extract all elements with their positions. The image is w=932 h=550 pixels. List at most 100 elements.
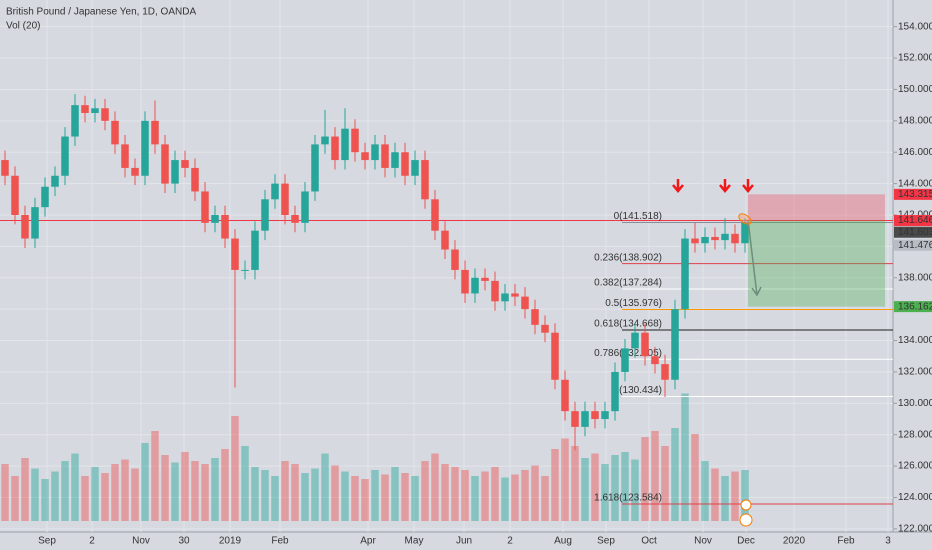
volume-bar xyxy=(731,471,739,521)
volume-bar xyxy=(461,470,469,521)
volume-bar xyxy=(451,467,459,521)
x-tick-label: Nov xyxy=(132,536,150,547)
candle-body xyxy=(321,136,329,145)
candle-body xyxy=(561,379,569,412)
volume-bar xyxy=(651,431,659,521)
fib-label: 1.618(123.584) xyxy=(594,493,662,504)
candle-body xyxy=(511,293,519,297)
volume-bar xyxy=(441,464,449,521)
volume-bar xyxy=(491,467,499,521)
x-tick-label: 3 xyxy=(885,536,891,547)
volume-bar xyxy=(721,476,729,521)
volume-bar xyxy=(541,476,549,521)
x-tick-label: Feb xyxy=(837,536,855,547)
candle-body xyxy=(331,136,339,161)
candle-body xyxy=(641,332,649,357)
price-label: 141.476 xyxy=(898,240,932,251)
volume-bar xyxy=(371,470,379,521)
signal-arrow xyxy=(742,179,754,193)
x-tick-label: 2 xyxy=(89,536,95,547)
volume-bar xyxy=(61,461,69,521)
stop-zone xyxy=(748,194,885,221)
volume-bar xyxy=(71,453,79,521)
volume-bar xyxy=(611,455,619,521)
fib-label: 0(141.518) xyxy=(614,211,662,222)
volume-bar xyxy=(671,428,679,521)
candle-body xyxy=(461,269,469,294)
candle-body xyxy=(631,332,639,349)
candle-body xyxy=(51,175,59,187)
volume-pane xyxy=(1,393,749,521)
volume-bar xyxy=(621,452,629,521)
volume-bar xyxy=(331,465,339,521)
chart-title: British Pound / Japanese Yen, 1D, OANDA xyxy=(6,7,196,18)
candle-body xyxy=(441,230,449,250)
candle-body xyxy=(251,230,259,270)
volume-bar xyxy=(261,470,269,521)
volume-bar xyxy=(701,461,709,521)
candle-body xyxy=(261,199,269,231)
volume-bar xyxy=(291,464,299,521)
y-tick-label: 146.000 xyxy=(898,147,932,158)
x-tick-label: Nov xyxy=(694,536,712,547)
x-tick-label: Sep xyxy=(38,536,56,547)
candle-body xyxy=(81,105,89,113)
candle-body xyxy=(651,356,659,365)
candle-body xyxy=(371,144,379,161)
volume-bar xyxy=(411,476,419,521)
volume-bar xyxy=(471,476,479,521)
price-label: 141.603 xyxy=(898,227,932,238)
candle-body xyxy=(601,411,609,420)
volume-bar xyxy=(391,467,399,521)
candle-body xyxy=(181,160,189,168)
volume-bar xyxy=(641,437,649,521)
y-tick-label: 154.000 xyxy=(898,21,932,32)
price-label-bg xyxy=(894,226,932,238)
target-zone xyxy=(748,220,885,307)
volume-bar xyxy=(211,458,219,521)
volume-bar xyxy=(421,461,429,521)
y-tick-label: 128.000 xyxy=(898,429,932,440)
candle-body xyxy=(551,332,559,380)
candle-body xyxy=(171,160,179,184)
y-tick-label: 144.000 xyxy=(898,178,932,189)
signal-arrow xyxy=(719,179,731,193)
candle-body xyxy=(71,105,79,137)
x-tick-label: Sep xyxy=(597,536,615,547)
candle-body xyxy=(481,277,489,281)
volume-bar xyxy=(201,464,209,521)
price-label-bg xyxy=(894,239,932,251)
candle-body xyxy=(491,280,499,302)
fib-label: 0.5(135.976) xyxy=(605,298,662,309)
candle-body xyxy=(681,238,689,310)
candle-body xyxy=(401,152,409,176)
volume-bar xyxy=(11,476,19,521)
volume-bar xyxy=(251,467,259,521)
x-tick-label: May xyxy=(405,536,424,547)
volume-bar xyxy=(221,449,229,521)
event-icon[interactable] xyxy=(740,499,752,511)
candle-body xyxy=(711,236,719,241)
volume-bar xyxy=(111,464,119,521)
candle-body xyxy=(741,222,749,244)
volume-bar xyxy=(301,473,309,521)
candle-body xyxy=(411,160,419,176)
candle-body xyxy=(281,183,289,215)
volume-bar xyxy=(141,443,149,521)
candle-body xyxy=(581,411,589,427)
volume-bar xyxy=(281,461,289,521)
volume-bar xyxy=(481,471,489,521)
volume-bar xyxy=(271,476,279,521)
candle-body xyxy=(421,160,429,200)
y-tick-label: 124.000 xyxy=(898,492,932,503)
y-tick-label: 138.000 xyxy=(898,272,932,283)
price-label-bg xyxy=(894,188,932,200)
event-icon[interactable] xyxy=(739,513,753,527)
fib-label: 0.382(137.284) xyxy=(594,278,662,289)
candle-body xyxy=(701,236,709,244)
fib-label: 0.618(134.668) xyxy=(594,319,662,330)
price-axis-panel xyxy=(893,0,932,550)
volume-bar xyxy=(601,464,609,521)
candle-body xyxy=(381,144,389,168)
